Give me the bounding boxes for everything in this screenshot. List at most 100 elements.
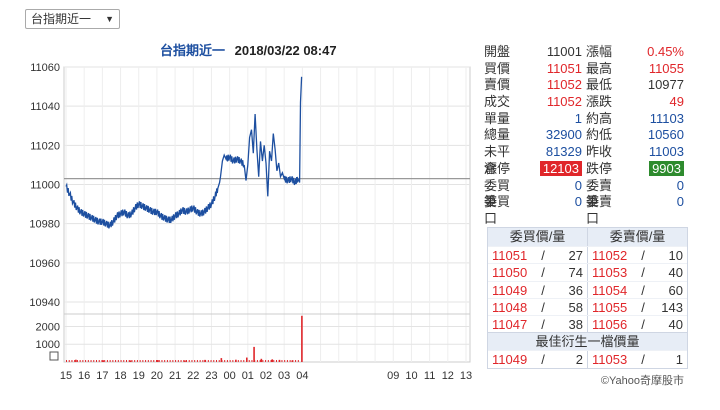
quote-value: 11001 bbox=[546, 44, 582, 59]
contract-selector[interactable]: 台指期近一 ▼ bbox=[25, 9, 120, 29]
quote-value: 0 bbox=[574, 177, 582, 193]
volume-bar-small bbox=[120, 360, 122, 362]
price-tick-label: 10960 bbox=[29, 258, 60, 270]
ask-qty: 10 bbox=[668, 248, 683, 263]
time-tick-label: 18 bbox=[114, 370, 126, 382]
quote-label: 昨收 bbox=[586, 144, 613, 160]
quote-cell: 委買筆 0 bbox=[484, 177, 586, 210]
volume-bar bbox=[75, 359, 77, 362]
volume-bar-small bbox=[216, 360, 217, 362]
chart-title-name: 台指期近一 bbox=[160, 43, 226, 58]
volume-bar-small bbox=[71, 360, 73, 362]
time-tick-label: 22 bbox=[187, 370, 199, 382]
volume-unit-box-icon bbox=[49, 351, 59, 361]
order-book-row: 11047 / 38 11056 / 40 bbox=[488, 315, 687, 333]
quote-value: 9903 bbox=[649, 160, 684, 176]
volume-bar-small bbox=[74, 360, 76, 362]
volume-bar-small bbox=[265, 360, 267, 362]
volume-bar-small bbox=[232, 360, 234, 362]
dropdown-arrow-icon[interactable]: ▼ bbox=[105, 14, 114, 24]
ask-qty: 143 bbox=[661, 299, 683, 315]
bid-price: 11049 bbox=[492, 282, 528, 298]
quote-cell: 成交 11052 bbox=[484, 94, 586, 111]
separator: / bbox=[641, 299, 645, 315]
volume-bar bbox=[102, 360, 104, 362]
quote-cell: 漲跌 49 bbox=[586, 94, 688, 111]
quote-label: 總量 bbox=[484, 127, 511, 143]
time-tick-label: 03 bbox=[278, 370, 290, 382]
time-tick-label: 21 bbox=[169, 370, 181, 382]
volume-bar-small bbox=[166, 360, 168, 362]
bid-qty: 38 bbox=[568, 317, 583, 333]
volume-bar-small bbox=[115, 360, 117, 362]
time-tick-label: 10 bbox=[405, 370, 417, 382]
volume-bar-small bbox=[199, 360, 201, 362]
volume-bar-small bbox=[251, 360, 253, 362]
volume-bar-small bbox=[76, 360, 78, 362]
time-tick-label: 09 bbox=[387, 370, 399, 382]
volume-bar-small bbox=[161, 360, 163, 362]
price-tick-label: 10940 bbox=[29, 297, 60, 309]
ask-price: 11052 bbox=[592, 248, 628, 263]
volume-bar-small bbox=[289, 360, 291, 362]
order-book-row: 11048 / 58 11055 / 143 bbox=[488, 297, 687, 316]
quote-label: 漲停 bbox=[484, 160, 511, 176]
ask-price: 11054 bbox=[592, 282, 628, 298]
volume-bar-small bbox=[79, 360, 81, 362]
quote-label: 約高 bbox=[586, 110, 613, 126]
quote-row: 開盤 11001 漲幅 0.45% bbox=[484, 44, 688, 61]
volume-bar-small bbox=[259, 360, 261, 362]
bid-qty: 27 bbox=[568, 248, 583, 263]
volume-bar bbox=[271, 359, 274, 362]
quote-cell: 買價 11051 bbox=[484, 61, 586, 78]
bid-price: 11047 bbox=[492, 317, 528, 333]
separator: / bbox=[541, 299, 545, 315]
ask-qty: 40 bbox=[668, 317, 683, 333]
price-line bbox=[65, 76, 303, 229]
quote-value: 11003 bbox=[648, 144, 684, 160]
volume-bar-small bbox=[101, 360, 103, 362]
volume-bar-small bbox=[243, 360, 245, 362]
volume-bar-small bbox=[147, 360, 149, 362]
volume-bar-small bbox=[134, 360, 136, 362]
credit-text: ©Yahoo奇摩股市 bbox=[600, 375, 684, 387]
quote-value: 11051 bbox=[546, 60, 582, 76]
volume-tick-label: 1000 bbox=[36, 339, 60, 351]
volume-bar-small bbox=[156, 360, 157, 362]
quote-cell: 漲停 12103 bbox=[484, 160, 586, 178]
separator: / bbox=[541, 265, 545, 281]
quote-value: 11052 bbox=[546, 77, 582, 93]
best-quote-header: 最佳衍生一檔價量 bbox=[488, 332, 687, 351]
volume-bar-small bbox=[183, 360, 185, 362]
quote-row: 委買口 0 委賣口 0 bbox=[484, 194, 688, 226]
quote-label: 賣價 bbox=[484, 77, 511, 93]
ask-price: 11056 bbox=[592, 317, 628, 333]
volume-bar-small bbox=[262, 360, 264, 362]
volume-bar-small bbox=[229, 360, 231, 362]
volume-bar-small bbox=[150, 360, 152, 362]
intraday-chart: 1106011040110201100010980109601094020001… bbox=[29, 62, 472, 382]
separator: / bbox=[641, 265, 645, 281]
volume-bar-small bbox=[191, 360, 193, 362]
volume-bar-small bbox=[106, 360, 108, 362]
bid-qty: 58 bbox=[568, 299, 583, 315]
volume-bar-small bbox=[196, 360, 198, 362]
time-tick-label: 20 bbox=[151, 370, 163, 382]
volume-bar-small bbox=[213, 360, 215, 362]
quote-label: 漲跌 bbox=[586, 94, 613, 110]
order-book: 委買價/量 委賣價/量 11051/27 11052/10 11050/74 1105… bbox=[487, 227, 688, 369]
quote-label: 委買筆 bbox=[484, 177, 511, 210]
bid-qty: 74 bbox=[568, 265, 583, 281]
quote-cell: 委賣口 0 bbox=[586, 194, 688, 226]
volume-bar-small bbox=[256, 360, 258, 362]
order-book-row: 11049 / 36 11054 / 60 bbox=[488, 280, 687, 298]
time-tick-label: 13 bbox=[460, 370, 472, 382]
separator: / bbox=[541, 317, 545, 333]
ask-header: 委賣價/量 bbox=[609, 229, 666, 244]
time-tick-label: 04 bbox=[296, 370, 308, 382]
order-book-header: 委買價/量 委賣價/量 bbox=[488, 228, 687, 246]
quote-cell: 開盤 11001 bbox=[484, 44, 586, 61]
volume-bar-small bbox=[142, 360, 144, 362]
separator: / bbox=[541, 282, 545, 298]
volume-bar-small bbox=[82, 360, 84, 362]
